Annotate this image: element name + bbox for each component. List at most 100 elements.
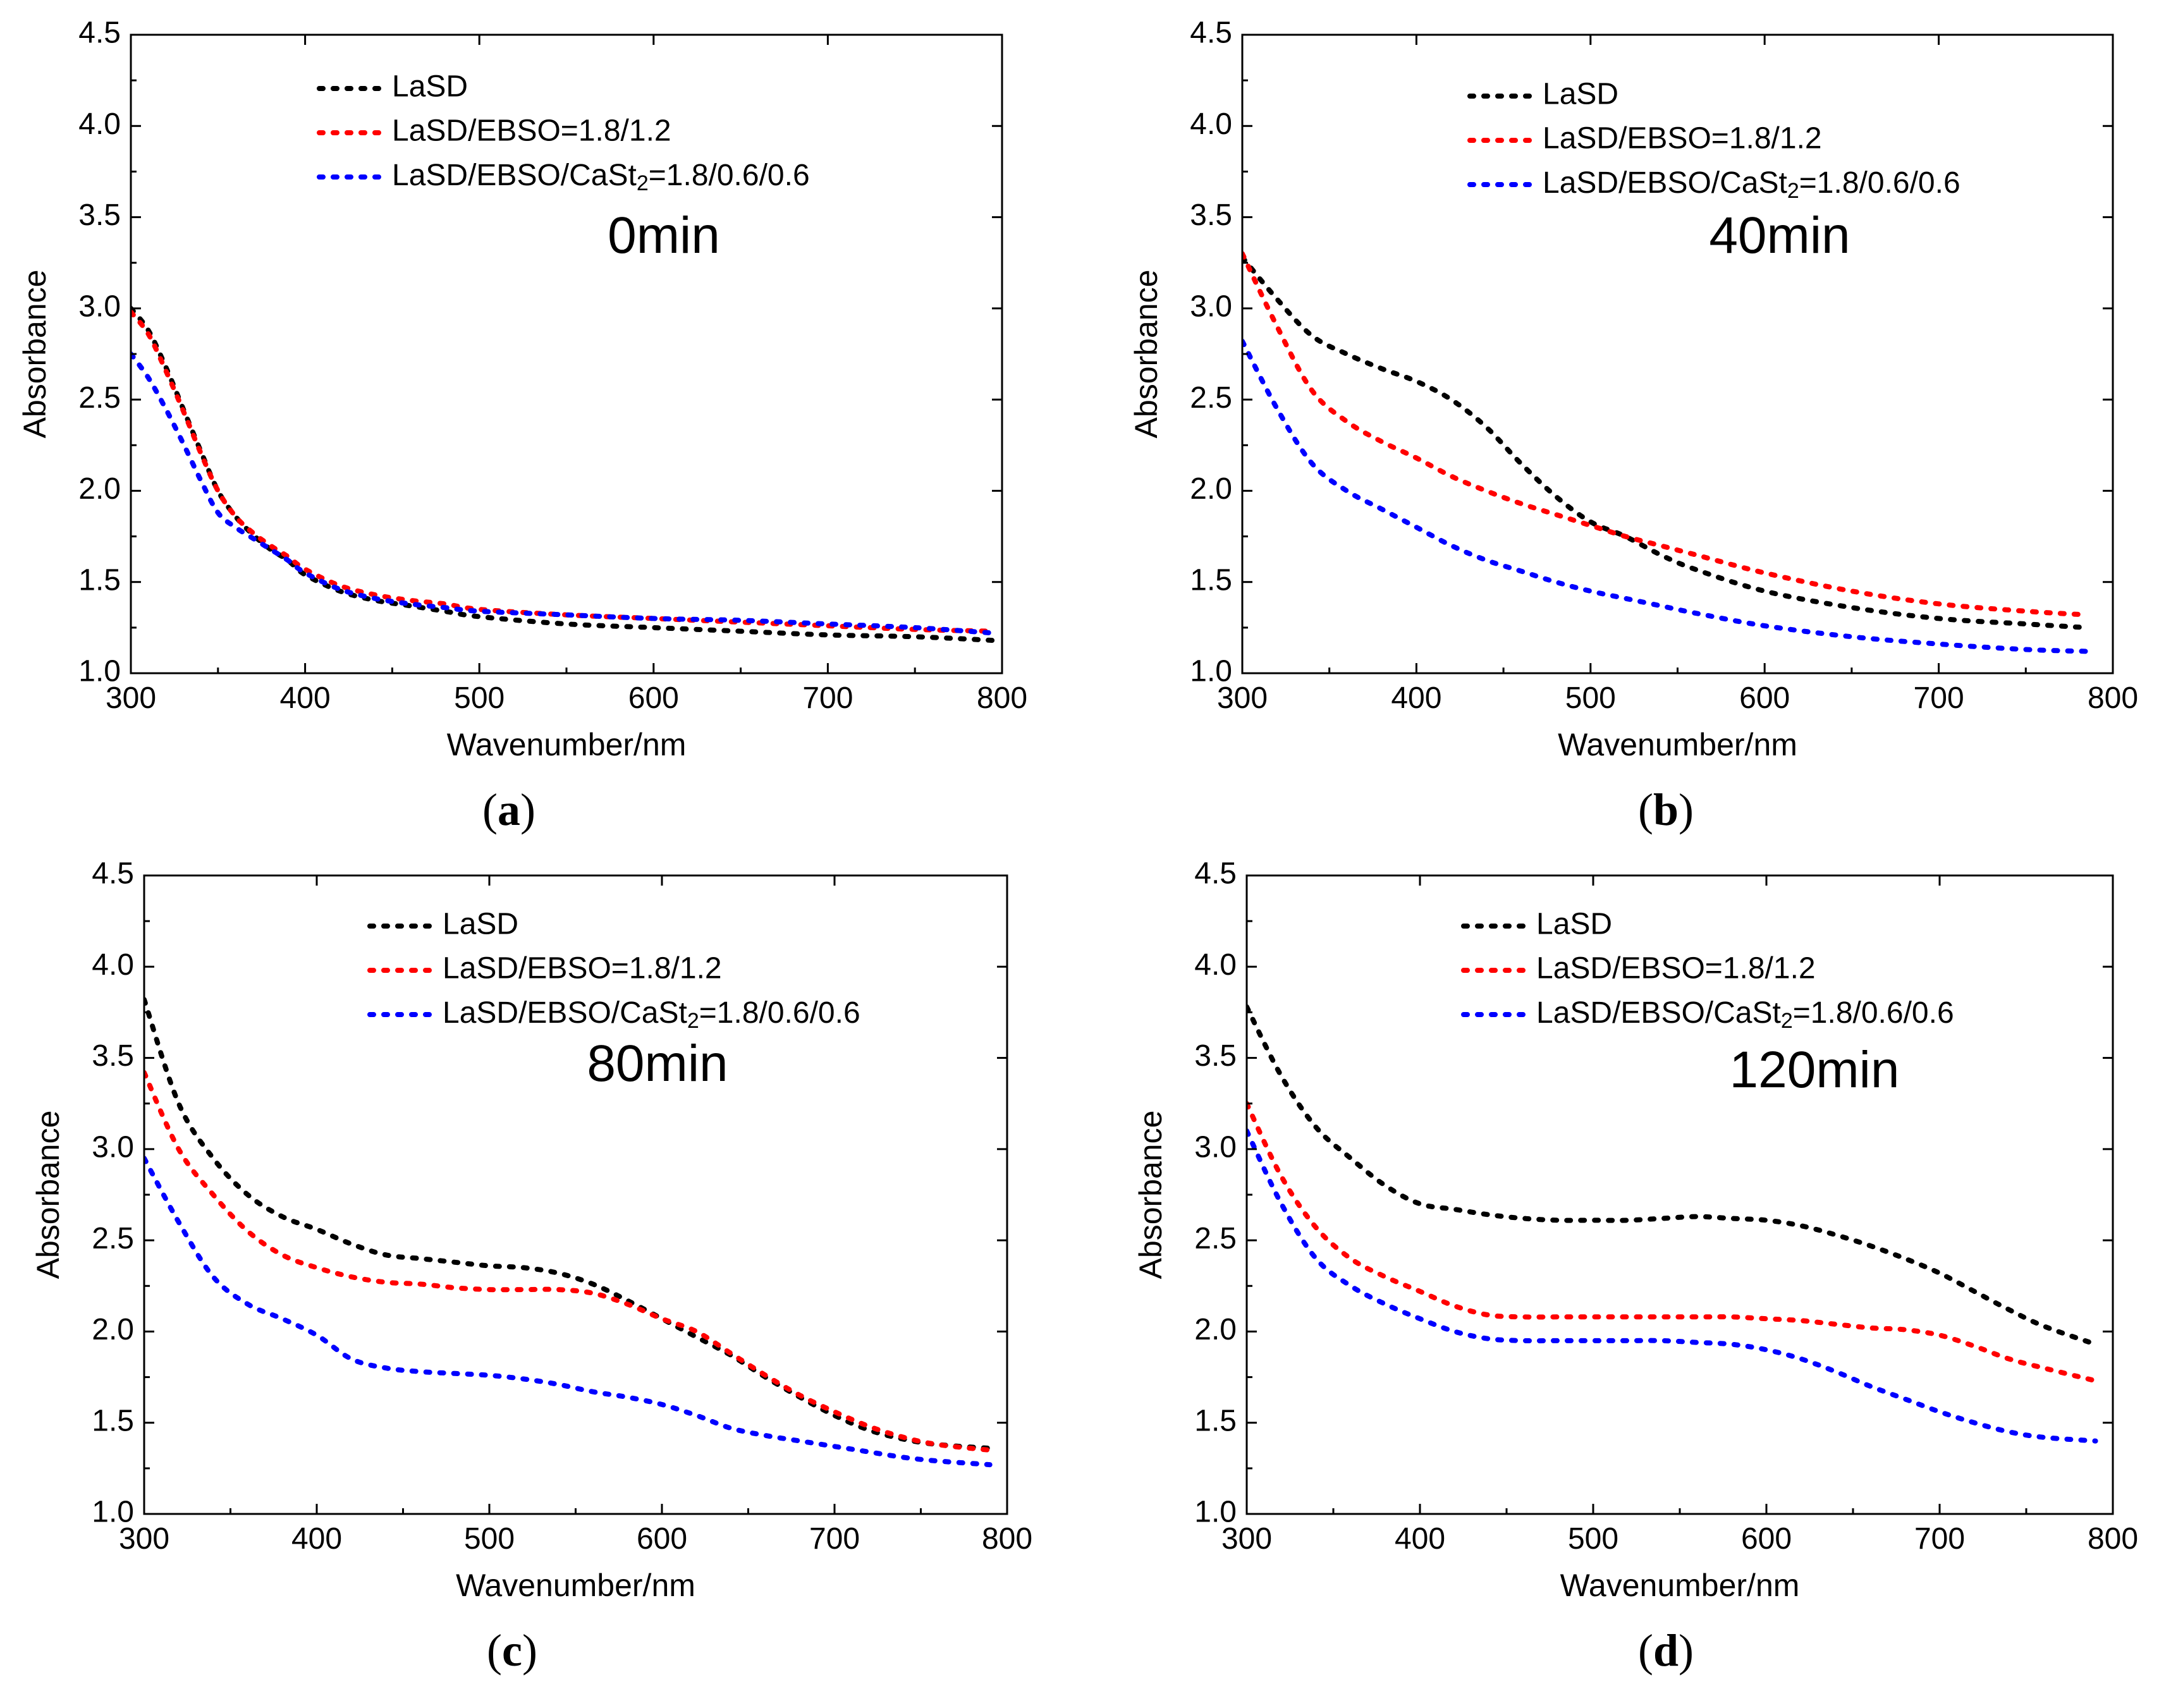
y-tick-label: 1.5 xyxy=(78,563,121,597)
series-line-2 xyxy=(1242,338,2089,654)
legend-label-1: LaSD/EBSO=1.8/1.2 xyxy=(1536,952,1816,985)
legend-label-0: LaSD xyxy=(443,908,518,941)
series-line-2 xyxy=(131,351,996,636)
legend-label-1: LaSD/EBSO=1.8/1.2 xyxy=(1543,122,1822,156)
chart-panel-c: 300 400 500 600 700 800 1.0 1.5 2.0 2.5 3.0 3.5 4.0 4… xyxy=(30,857,1032,1676)
x-tick-label: 700 xyxy=(809,1522,860,1556)
chart-panel-d: 300 400 500 600 700 800 1.0 1.5 2.0 2.5 3.0 3.5 4.0 4… xyxy=(1133,857,2138,1676)
x-tick-label: 800 xyxy=(2088,1522,2138,1556)
y-tick-label: 1.5 xyxy=(1190,563,1232,597)
y-tick-label: 2.5 xyxy=(78,381,121,415)
x-tick-label: 600 xyxy=(1741,1522,1792,1556)
y-tick-label: 4.5 xyxy=(92,857,134,891)
series-line-0 xyxy=(131,305,996,644)
y-axis-label: Absorbance xyxy=(30,1111,66,1279)
chart-panel-b: 300 400 500 600 700 800 1.0 1.5 2.0 2.5 3.0 3.5 4.0 4… xyxy=(1128,16,2138,835)
series-line-2 xyxy=(1247,1128,2098,1444)
x-tick-label: 300 xyxy=(119,1522,169,1556)
x-tick-label: 500 xyxy=(464,1522,515,1556)
x-axis-label: Wavenumber/nm xyxy=(1558,727,1797,762)
series-line-1 xyxy=(1242,251,2089,618)
x-tick-label: 400 xyxy=(291,1522,342,1556)
x-tick-label: 700 xyxy=(1914,1522,1965,1556)
y-tick-label: 1.0 xyxy=(78,655,121,688)
time-annotation: 80min xyxy=(587,1035,728,1092)
legend-label-2: LaSD/EBSO/CaSt2=1.8/0.6/0.6 xyxy=(1543,166,1960,203)
series-line-2 xyxy=(144,1156,993,1468)
y-tick-label: 1.0 xyxy=(1194,1496,1237,1529)
legend-label-0: LaSD xyxy=(1536,908,1612,941)
panel-label: (a) xyxy=(482,784,535,835)
y-tick-label: 4.5 xyxy=(1190,16,1232,50)
series-line-0 xyxy=(144,997,993,1451)
x-tick-label: 500 xyxy=(454,681,505,715)
y-tick-label: 2.0 xyxy=(1190,472,1232,506)
legend: LaSD LaSD/EBSO=1.8/1.2 LaSD/EBSO/CaSt2=1.8… xyxy=(1461,908,1954,1033)
x-tick-label: 500 xyxy=(1565,681,1616,715)
panel-label: (b) xyxy=(1638,784,1694,835)
y-tick-label: 3.0 xyxy=(1194,1131,1237,1164)
x-tick-label: 800 xyxy=(2088,681,2138,715)
y-tick-label: 2.0 xyxy=(78,472,121,506)
y-tick-label: 3.5 xyxy=(1190,198,1232,232)
y-tick-label: 2.5 xyxy=(92,1222,134,1255)
y-tick-label: 3.0 xyxy=(92,1131,134,1164)
legend-label-2: LaSD/EBSO/CaSt2=1.8/0.6/0.6 xyxy=(443,996,860,1033)
panel-label: (d) xyxy=(1638,1625,1694,1676)
y-tick-label: 3.0 xyxy=(78,290,121,324)
y-tick-label: 1.5 xyxy=(92,1404,134,1437)
x-tick-label: 600 xyxy=(1739,681,1790,715)
x-tick-label: 400 xyxy=(280,681,331,715)
y-tick-label: 2.5 xyxy=(1190,381,1232,415)
legend-label-2: LaSD/EBSO/CaSt2=1.8/0.6/0.6 xyxy=(1536,996,1954,1033)
series-line-1 xyxy=(144,1070,993,1453)
y-tick-label: 4.5 xyxy=(78,16,121,50)
series-line-0 xyxy=(1247,1004,2098,1347)
y-axis-label: Absorbance xyxy=(17,270,52,439)
x-axis-label: Wavenumber/nm xyxy=(447,727,687,762)
y-tick-label: 1.0 xyxy=(1190,655,1232,688)
x-tick-label: 300 xyxy=(106,681,156,715)
y-tick-label: 1.5 xyxy=(1194,1404,1237,1437)
x-tick-label: 800 xyxy=(977,681,1027,715)
legend-label-0: LaSD xyxy=(1543,78,1618,111)
y-tick-label: 3.5 xyxy=(1194,1039,1237,1073)
legend-label-1: LaSD/EBSO=1.8/1.2 xyxy=(392,114,671,148)
x-tick-label: 500 xyxy=(1568,1522,1618,1556)
y-tick-label: 4.5 xyxy=(1194,857,1237,891)
y-tick-label: 2.0 xyxy=(1194,1313,1237,1346)
chart-panel-a: 300 400 500 600 700 800 1.0 1.5 2.0 2.5 3.0 3.5 4.0 4… xyxy=(17,16,1027,835)
legend-label-1: LaSD/EBSO=1.8/1.2 xyxy=(443,952,722,985)
x-tick-label: 600 xyxy=(628,681,679,715)
y-tick-label: 3.5 xyxy=(92,1039,134,1073)
y-tick-label: 4.0 xyxy=(1190,107,1232,141)
y-tick-label: 1.0 xyxy=(92,1496,134,1529)
legend-label-2: LaSD/EBSO/CaSt2=1.8/0.6/0.6 xyxy=(392,159,810,195)
x-tick-label: 600 xyxy=(637,1522,687,1556)
x-tick-label: 400 xyxy=(1395,1522,1445,1556)
y-tick-label: 2.5 xyxy=(1194,1222,1237,1255)
x-tick-label: 300 xyxy=(1221,1522,1272,1556)
time-annotation: 40min xyxy=(1709,207,1850,264)
series-line-1 xyxy=(131,309,996,634)
time-annotation: 0min xyxy=(608,207,720,264)
x-axis-label: Wavenumber/nm xyxy=(1560,1568,1800,1603)
y-tick-label: 4.0 xyxy=(1194,948,1237,982)
y-tick-label: 2.0 xyxy=(92,1313,134,1346)
legend: LaSD LaSD/EBSO=1.8/1.2 LaSD/EBSO/CaSt2=1.8… xyxy=(317,70,810,195)
x-tick-label: 700 xyxy=(1914,681,1964,715)
y-axis-label: Absorbance xyxy=(1133,1111,1168,1279)
y-tick-label: 3.5 xyxy=(78,198,121,232)
x-tick-label: 400 xyxy=(1391,681,1441,715)
panel-label: (c) xyxy=(487,1625,537,1676)
series-line-1 xyxy=(1247,1101,2098,1384)
legend: LaSD LaSD/EBSO=1.8/1.2 LaSD/EBSO/CaSt2=1.8… xyxy=(1467,78,1960,203)
x-tick-label: 700 xyxy=(802,681,853,715)
series-line-0 xyxy=(1242,255,2089,630)
x-axis-label: Wavenumber/nm xyxy=(456,1568,695,1603)
y-tick-label: 3.0 xyxy=(1190,290,1232,324)
y-axis-label: Absorbance xyxy=(1128,270,1164,439)
legend-label-0: LaSD xyxy=(392,70,468,104)
y-tick-label: 4.0 xyxy=(78,107,121,141)
